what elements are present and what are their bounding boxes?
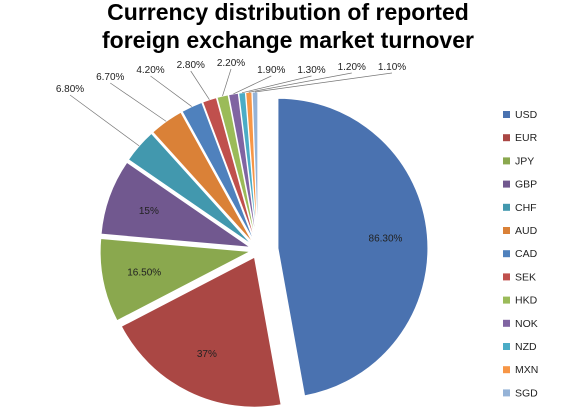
legend-swatch bbox=[503, 343, 510, 350]
legend-swatch bbox=[503, 296, 510, 304]
legend-item-hkd: HKD bbox=[503, 295, 538, 307]
leader-line-fan-sek bbox=[190, 70, 210, 100]
legend-swatch bbox=[503, 180, 510, 188]
pie-slice-aud bbox=[152, 111, 254, 244]
legend-item-mxn: MXN bbox=[503, 364, 538, 376]
chart-title: Currency distribution of reportedforeign… bbox=[102, 0, 474, 53]
data-label-mxn: 1.20% bbox=[338, 62, 366, 73]
pie-slice-sgd bbox=[251, 91, 259, 243]
chart-title-line-2: foreign exchange market turnover bbox=[102, 27, 474, 53]
legend-item-sgd: SGD bbox=[503, 387, 538, 399]
legend-item-aud: AUD bbox=[503, 225, 538, 237]
legend-item-sek: SEK bbox=[503, 271, 536, 283]
data-label-sgd: 1.10% bbox=[378, 62, 406, 73]
leader-line-fan-cad bbox=[150, 75, 192, 107]
legend-swatch bbox=[503, 366, 510, 374]
legend-item-jpy: JPY bbox=[503, 155, 534, 167]
legend-item-chf: CHF bbox=[503, 202, 537, 214]
legend: USD EUR JPY GBP CHF AUD CAD SEK HKD NOK NZD MXN SGD bbox=[503, 109, 538, 399]
pie-slices bbox=[99, 91, 429, 408]
legend-item-eur: EUR bbox=[503, 132, 538, 144]
legend-swatch bbox=[503, 250, 510, 258]
legend-label: SGD bbox=[515, 387, 538, 399]
leader-line-fan-nok bbox=[233, 75, 272, 95]
legend-label: MXN bbox=[515, 364, 538, 376]
legend-label: CHF bbox=[515, 202, 537, 214]
leader-lines bbox=[69, 68, 393, 147]
data-label-jpy: 16.50% bbox=[127, 268, 161, 279]
legend-label: NZD bbox=[515, 341, 537, 353]
legend-swatch bbox=[503, 389, 510, 397]
legend-swatch bbox=[503, 227, 510, 234]
data-labels: 86.30% 37% 16.50% 15% 6.80% 6.70% 4.20% 2.80% 2.… bbox=[56, 58, 406, 360]
data-label-nzd: 1.30% bbox=[297, 65, 325, 76]
legend-item-usd: USD bbox=[503, 109, 538, 121]
pie-slice-usd bbox=[277, 97, 429, 397]
legend-label: EUR bbox=[515, 132, 538, 144]
legend-label: HKD bbox=[515, 295, 538, 307]
legend-swatch bbox=[503, 319, 510, 327]
data-label-usd: 86.30% bbox=[369, 234, 403, 245]
data-label-hkd: 2.20% bbox=[217, 58, 245, 69]
data-label-eur: 37% bbox=[197, 349, 217, 360]
data-label-nok: 1.90% bbox=[257, 65, 285, 76]
data-label-cad: 4.20% bbox=[136, 65, 164, 76]
chart-title-line-1: Currency distribution of reported bbox=[107, 0, 469, 25]
legend-label: SEK bbox=[515, 271, 536, 283]
legend-swatch bbox=[503, 134, 510, 142]
legend-item-cad: CAD bbox=[503, 248, 538, 260]
legend-swatch bbox=[503, 273, 510, 281]
pie-slice-eur bbox=[120, 256, 282, 408]
leader-line-fan-hkd bbox=[222, 68, 232, 97]
data-label-aud: 6.70% bbox=[96, 72, 124, 83]
legend-swatch bbox=[503, 203, 510, 211]
leader-line-fan-aud bbox=[110, 82, 167, 122]
legend-item-gbp: GBP bbox=[503, 179, 537, 191]
leader-line-fan-chf bbox=[69, 94, 140, 147]
leader-line-fan-mxn bbox=[248, 72, 352, 93]
data-label-chf: 6.80% bbox=[56, 84, 84, 95]
legend-label: USD bbox=[515, 109, 538, 121]
legend-label: NOK bbox=[515, 318, 538, 330]
data-label-gbp: 15% bbox=[139, 206, 159, 217]
legend-label: GBP bbox=[515, 179, 537, 191]
legend-swatch bbox=[503, 157, 510, 165]
leader-line-fan-nzd bbox=[241, 75, 312, 94]
legend-item-nok: NOK bbox=[503, 318, 538, 330]
legend-label: CAD bbox=[515, 248, 538, 260]
data-label-sek: 2.80% bbox=[177, 60, 205, 71]
legend-label: JPY bbox=[515, 155, 534, 167]
legend-swatch bbox=[503, 111, 510, 118]
pie-slice-jpy bbox=[99, 237, 252, 322]
legend-item-nzd: NZD bbox=[503, 341, 537, 353]
pie-slice-gbp bbox=[100, 161, 253, 248]
pie-slice-sek bbox=[201, 96, 257, 243]
leader-line-fan-sgd bbox=[254, 72, 393, 93]
legend-label: AUD bbox=[515, 225, 538, 237]
